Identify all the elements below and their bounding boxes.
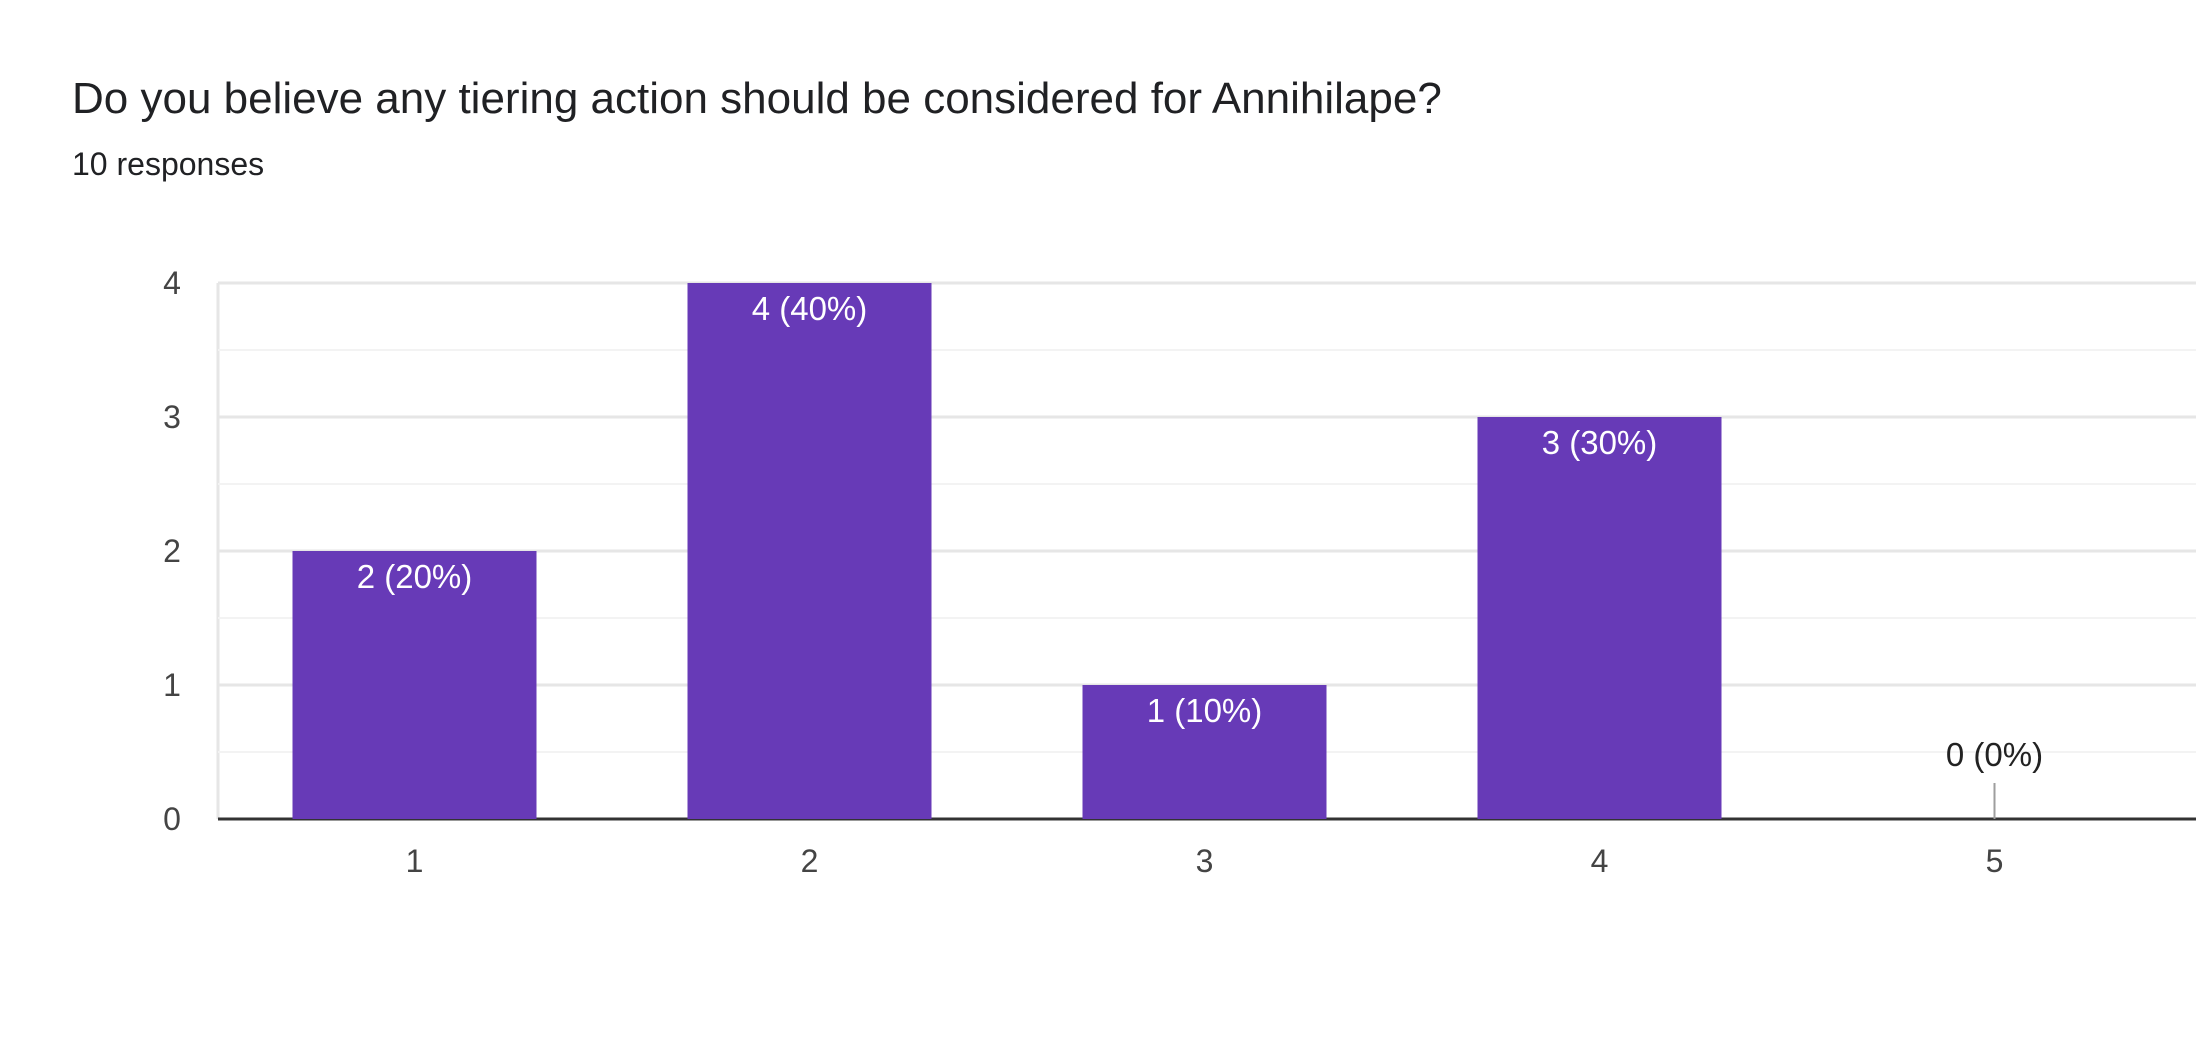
y-tick-label: 4 bbox=[163, 265, 181, 301]
response-count: 10 responses bbox=[72, 146, 265, 182]
bar bbox=[687, 283, 932, 819]
bar bbox=[1082, 685, 1327, 819]
bar bbox=[292, 551, 537, 819]
x-tick-label: 5 bbox=[1986, 843, 2004, 879]
y-axis-ticks: 0 1 2 3 4 bbox=[163, 265, 181, 837]
x-tick-label: 3 bbox=[1196, 843, 1214, 879]
bar-data-label: 3 (30%) bbox=[1542, 424, 1658, 461]
bar-data-label: 0 (0%) bbox=[1946, 736, 2043, 773]
bar-data-label: 4 (40%) bbox=[752, 290, 868, 327]
y-tick-label: 0 bbox=[163, 801, 181, 837]
bar-data-label: 1 (10%) bbox=[1147, 692, 1263, 729]
y-tick-label: 1 bbox=[163, 667, 181, 703]
y-tick-label: 3 bbox=[163, 399, 181, 435]
data-labels: 2 (20%) 4 (40%) 1 (10%) 3 (30%) 0 (0%) bbox=[357, 290, 2043, 773]
x-tick-label: 1 bbox=[406, 843, 424, 879]
x-axis-ticks: 1 2 3 4 5 bbox=[406, 843, 2004, 879]
y-tick-label: 2 bbox=[163, 533, 181, 569]
x-tick-label: 2 bbox=[801, 843, 819, 879]
bar-data-label: 2 (20%) bbox=[357, 558, 473, 595]
x-tick-label: 4 bbox=[1591, 843, 1609, 879]
bar bbox=[1477, 417, 1722, 819]
chart-title: Do you believe any tiering action should… bbox=[72, 74, 1442, 123]
bars bbox=[292, 283, 1996, 819]
